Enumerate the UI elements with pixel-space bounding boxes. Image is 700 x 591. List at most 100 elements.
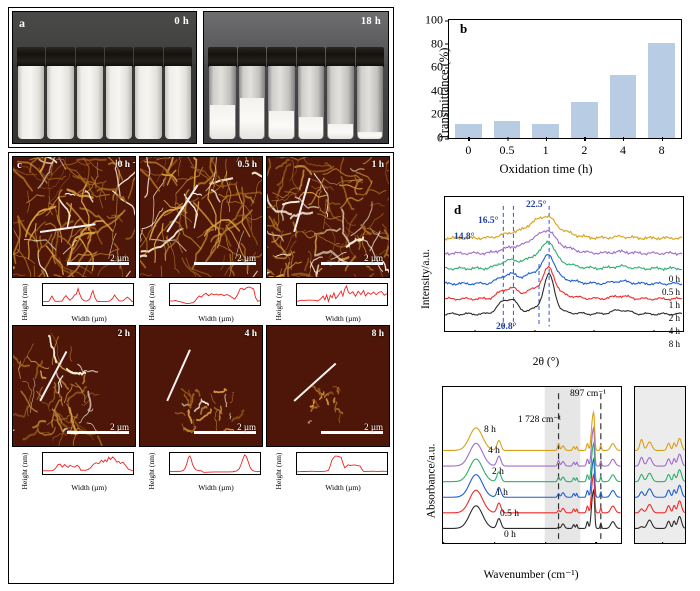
d-peak-label-20.8°: 20.8° bbox=[496, 322, 517, 332]
e-inset-curve-2h bbox=[635, 470, 685, 482]
profile-curve bbox=[170, 284, 260, 305]
afm-time-label: 4 h bbox=[244, 329, 257, 339]
b-ytick-0: 0 bbox=[437, 130, 449, 145]
profile-axis-label-x: Width (µm) bbox=[71, 483, 107, 492]
e-curve-4h bbox=[443, 428, 621, 466]
photo-time-label-0h: 0 h bbox=[174, 16, 189, 27]
vial-sediment bbox=[298, 117, 323, 139]
d-curve-05h bbox=[445, 267, 682, 301]
vial-body bbox=[268, 66, 295, 139]
b-xtick-0.5: 0.5 bbox=[499, 137, 515, 157]
d-plot-area: 10203040 bbox=[444, 196, 684, 332]
afm-texture bbox=[13, 157, 135, 277]
b-ytick-80: 80 bbox=[431, 36, 449, 51]
vial-sediment bbox=[210, 105, 235, 139]
scale-bar bbox=[67, 431, 129, 434]
afm-texture bbox=[267, 326, 389, 446]
vial-body bbox=[327, 66, 354, 139]
afm-row-top: c 0 h 2 µm 0.5 h 2 µm 1 h 2 µm bbox=[12, 156, 390, 278]
vial-cap bbox=[104, 47, 134, 67]
profile-curve bbox=[43, 453, 133, 474]
afm-time-label: 1 h bbox=[371, 160, 384, 170]
e-inset-curve-1h bbox=[635, 485, 685, 497]
d-curve-4h bbox=[445, 230, 682, 255]
d-series-label-1h: 1 h bbox=[668, 300, 680, 310]
panel-a-photographs: a 0 h 18 h bbox=[8, 7, 394, 148]
e-series-label-4h: 4 h bbox=[488, 446, 500, 456]
afm-texture bbox=[13, 326, 135, 446]
vial-cap bbox=[355, 47, 384, 67]
d-peak-label-16.5°: 16.5° bbox=[478, 216, 499, 226]
b-axis-label-x: Oxidation time (h) bbox=[499, 162, 593, 176]
b-ytick-40: 40 bbox=[431, 83, 449, 98]
vial bbox=[296, 47, 325, 139]
profile-curve bbox=[297, 453, 387, 474]
b-xtick-1: 1 bbox=[542, 137, 549, 157]
e-curve-1h bbox=[443, 459, 621, 497]
scale-bar bbox=[194, 262, 256, 265]
e-annotation-1728: 1 728 cm⁻¹ bbox=[518, 415, 562, 425]
afm-time-label: 0 h bbox=[117, 160, 130, 170]
b-xtick-0: 0 bbox=[465, 137, 472, 157]
panel-d-xrd-chart: d Intensity/a.u. 2θ (°) 10203040 14.8°16… bbox=[400, 186, 692, 372]
e-shaded-band bbox=[544, 387, 581, 543]
profile-axis-label-y: Height (nm) bbox=[19, 452, 29, 490]
afm-image-2h: 2 h 2 µm bbox=[12, 325, 136, 447]
d-xrd-curves bbox=[445, 197, 683, 331]
e-plot-area: 4 0003 0002 0001 000 bbox=[442, 386, 622, 544]
afm-texture bbox=[267, 157, 389, 277]
vial-body bbox=[209, 66, 236, 139]
vial-sediment bbox=[239, 98, 264, 139]
e-curve-8h bbox=[443, 412, 621, 450]
profile-plot-area: 051000.51.01.52.0 bbox=[296, 283, 388, 306]
vial-sediment bbox=[357, 131, 382, 139]
b-bar-0 bbox=[455, 123, 482, 138]
vial bbox=[355, 47, 384, 139]
height-profile-0h: Height (nm) Width (µm) -2024600.51.01.52.0 bbox=[12, 281, 136, 323]
profile-plot-area: 0102000.51.01.52.0 bbox=[169, 283, 261, 306]
panel-letter-b: b bbox=[460, 21, 468, 36]
vial-cap bbox=[208, 47, 237, 67]
afm-image-8h: 8 h 2 µm bbox=[266, 325, 390, 447]
vial-body bbox=[164, 66, 191, 139]
afm-texture bbox=[140, 326, 262, 446]
e-inset-curves bbox=[635, 387, 685, 543]
panel-letter-d: d bbox=[454, 202, 462, 217]
scale-bar bbox=[67, 262, 129, 265]
profile-plot-area: 0102000.51.01.52.0 bbox=[169, 452, 261, 475]
d-peak-label-22.5°: 22.5° bbox=[526, 200, 547, 210]
vial-body bbox=[105, 66, 133, 139]
e-curve-2h bbox=[443, 444, 621, 482]
afm-image-05h: 0.5 h 2 µm bbox=[139, 156, 263, 278]
afm-image-0h: c 0 h 2 µm bbox=[12, 156, 136, 278]
d-curve-1h bbox=[445, 255, 682, 286]
profile-plot-area: -40481200.51.01.52.0 bbox=[42, 452, 134, 475]
e-inset-curve-8h bbox=[635, 439, 685, 451]
vial-body bbox=[47, 66, 74, 139]
height-profile-05h: Height (nm) Width (µm) 0102000.51.01.52.0 bbox=[139, 281, 263, 323]
vial-body bbox=[297, 66, 324, 139]
profile-axis-label-y: Height (nm) bbox=[19, 283, 29, 321]
e-annotation-897: 897 cm⁻¹ bbox=[570, 389, 607, 399]
e-curve-0h bbox=[443, 490, 621, 528]
e-series-label-05h: 0.5 h bbox=[500, 509, 519, 519]
vial-cap bbox=[237, 47, 266, 67]
b-bar-0.5 bbox=[493, 121, 521, 138]
vial bbox=[134, 47, 163, 139]
profile-curve bbox=[43, 284, 133, 305]
vial-cap bbox=[17, 47, 46, 67]
profile-axis-label-y: Height (nm) bbox=[146, 283, 156, 321]
vial bbox=[104, 47, 134, 139]
vial bbox=[46, 47, 75, 139]
profile-axis-label-x: Width (µm) bbox=[198, 483, 234, 492]
scale-bar-label: 2 µm bbox=[110, 253, 129, 263]
panel-b-transmittance-chart: b Transmittance (%) Oxidation time (h) 0… bbox=[400, 7, 692, 181]
vial-body bbox=[135, 66, 162, 139]
b-bars-container bbox=[449, 20, 681, 138]
scale-bar bbox=[321, 262, 383, 265]
vial-row-18h bbox=[208, 47, 384, 139]
b-bar-8 bbox=[648, 43, 675, 138]
height-profile-1h: Height (nm) Width (µm) 051000.51.01.52.0 bbox=[266, 281, 390, 323]
profile-axis-label-x: Width (µm) bbox=[71, 314, 107, 323]
profile-row-bottom: Height (nm) Width (µm) -40481200.51.01.52.… bbox=[12, 450, 390, 492]
